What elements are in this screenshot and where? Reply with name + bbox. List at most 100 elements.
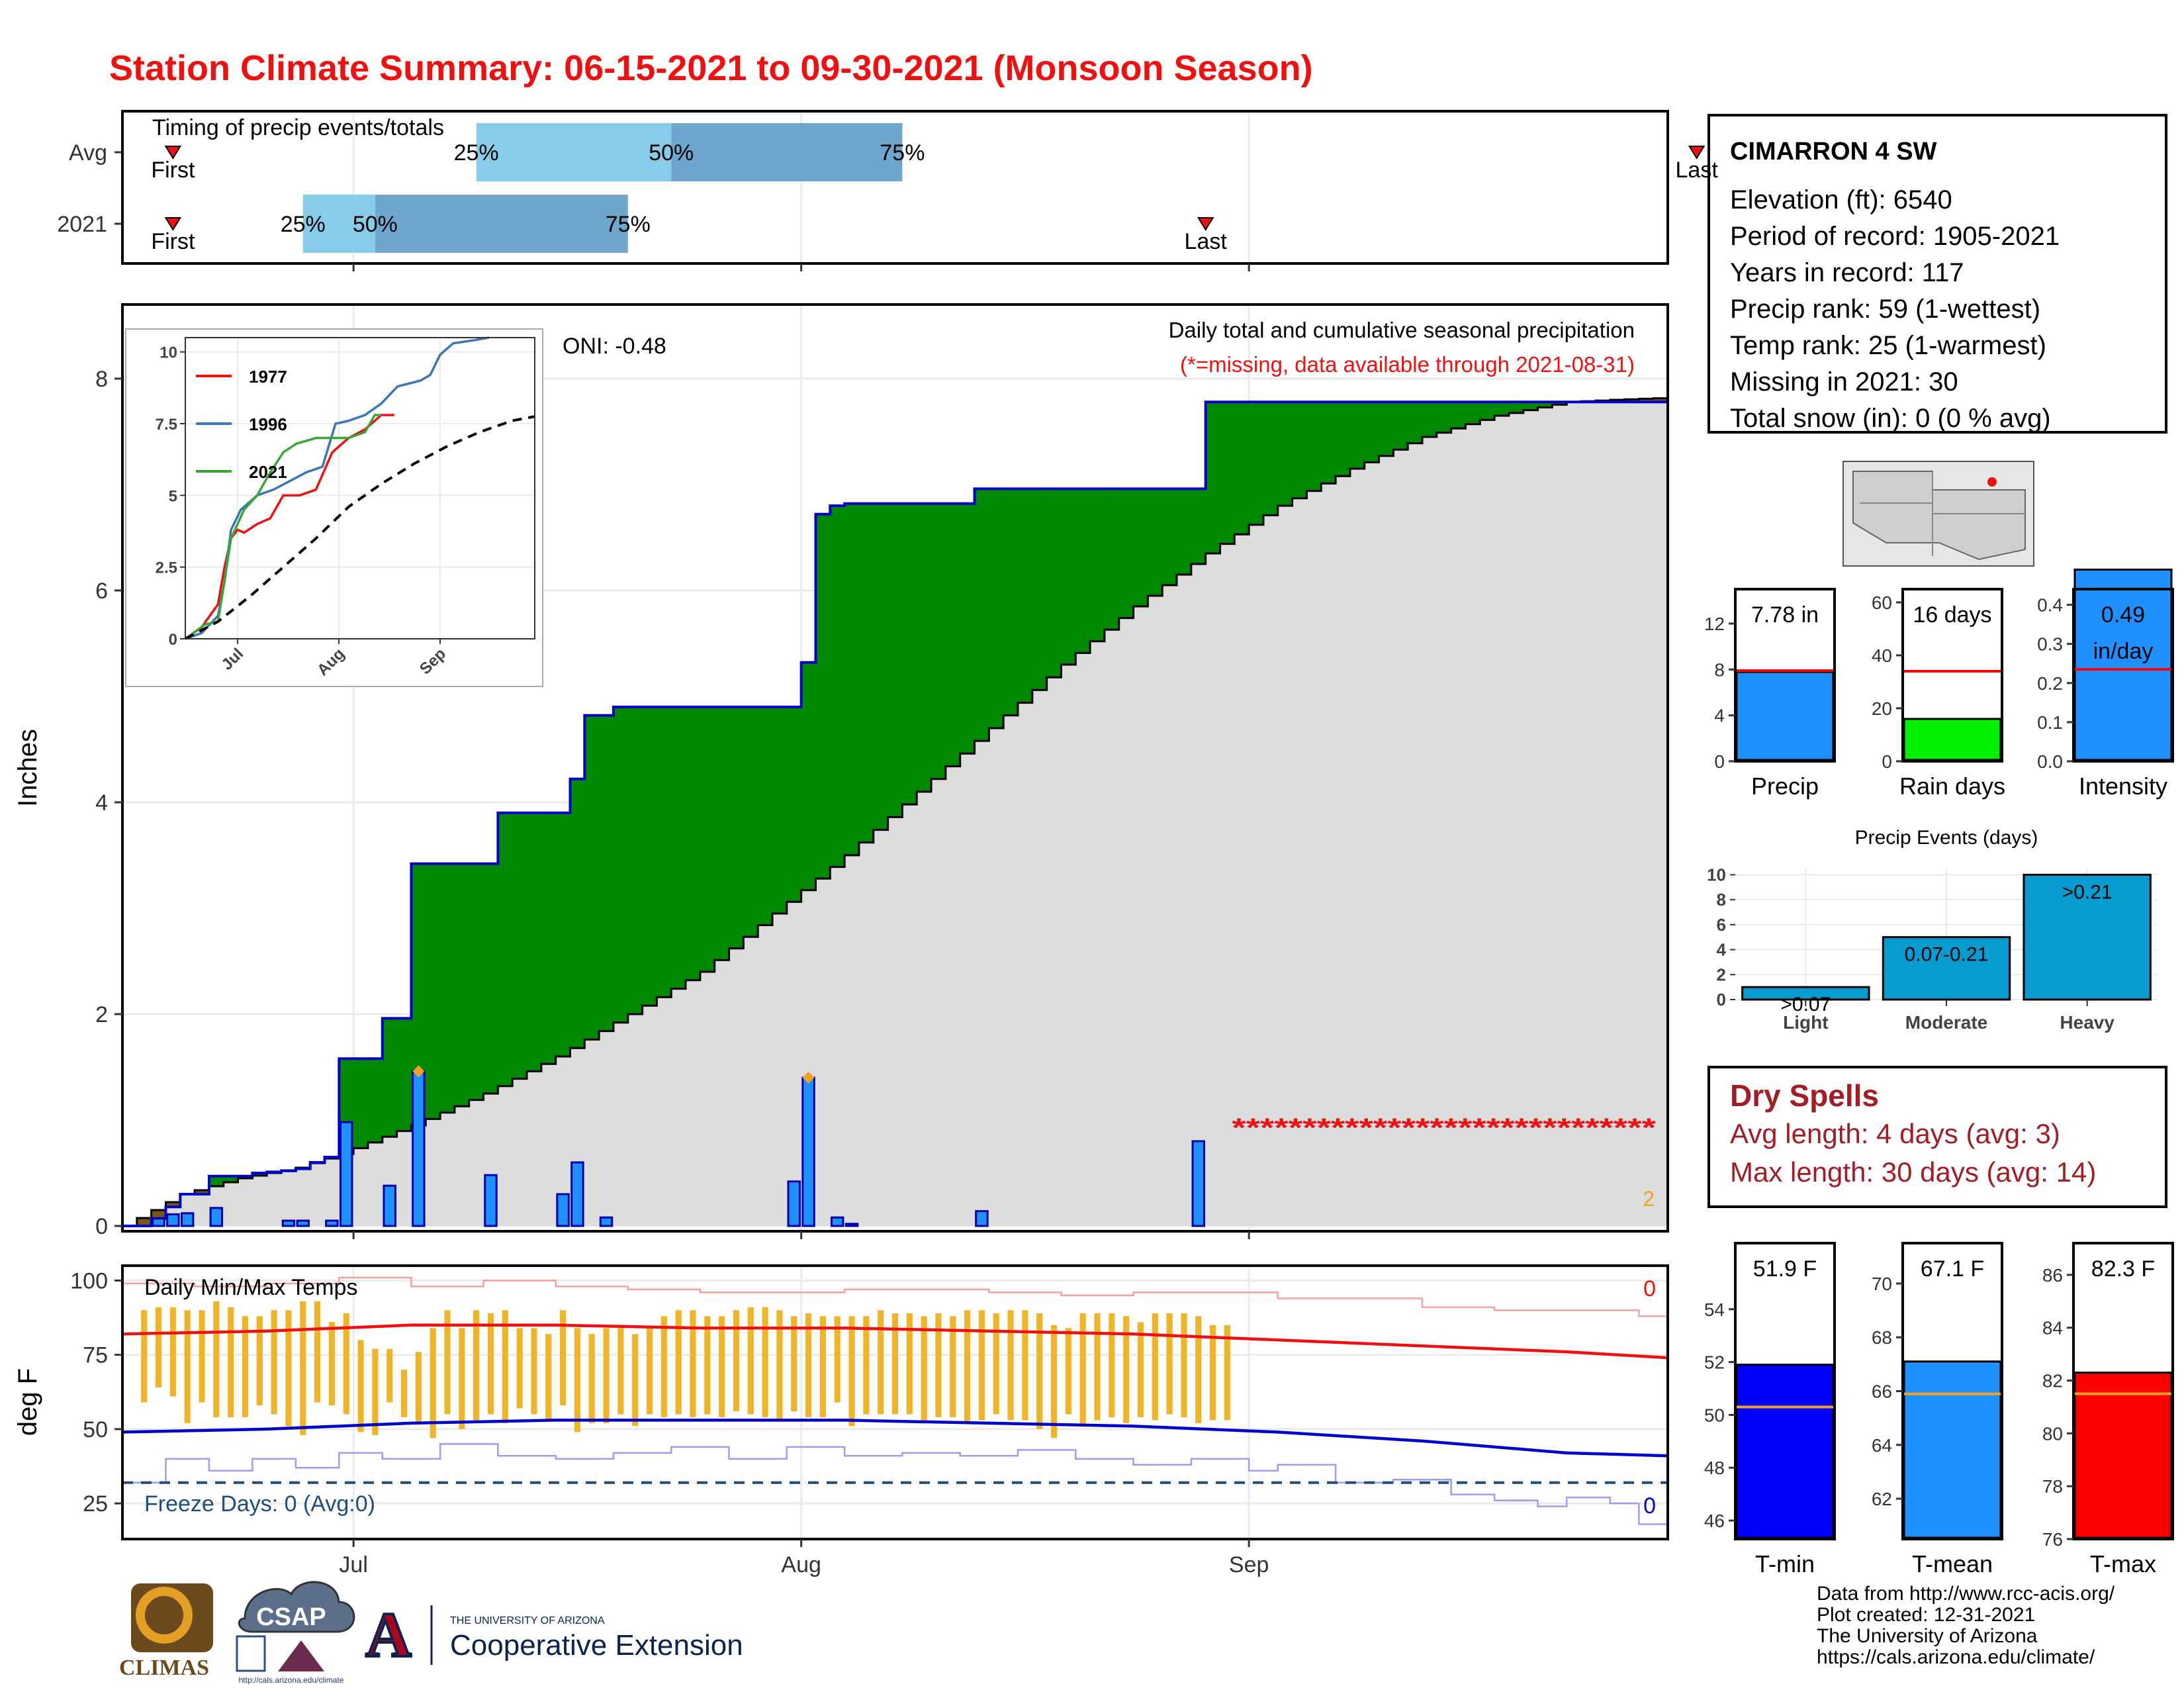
timing-event-marker — [164, 146, 182, 160]
events-category-label: Heavy — [2060, 1012, 2115, 1033]
events-category-label: Moderate — [1905, 1012, 1987, 1033]
precip-panel-title: Daily total and cumulative seasonal prec… — [1169, 318, 1635, 342]
precip-above-average-band — [1408, 402, 1423, 444]
daily-temp-range-bar — [950, 1316, 956, 1417]
timing-bar-q25-q50 — [302, 195, 375, 253]
events-ytick-label: 4 — [1717, 940, 1727, 960]
precip-above-average-band — [483, 863, 498, 1094]
daily-temp-range-bar — [1166, 1313, 1173, 1415]
mini-panel-border — [1734, 588, 1836, 763]
mini-panel-value-bar — [2073, 568, 2173, 761]
mini-panel-ytick-label: 50 — [1704, 1405, 1725, 1425]
daily-temp-range-bar — [1152, 1313, 1158, 1421]
daily-precip-bar — [383, 1184, 396, 1227]
mini-panel-ytick-label: 8 — [1714, 659, 1725, 680]
precip-above-average-band — [223, 1176, 239, 1182]
precip-above-average-band — [830, 506, 845, 867]
daily-precip-bar — [844, 1223, 859, 1227]
mini-panel-ytick-label: 0.4 — [2037, 595, 2063, 616]
daily-temp-range-bar — [228, 1307, 234, 1417]
precip-above-average-band — [1017, 489, 1033, 703]
mini-panel-ytick-label: 46 — [1704, 1511, 1725, 1531]
csap-mountain — [278, 1640, 324, 1671]
daily-temp-range-bar — [632, 1334, 639, 1427]
timing-row-label: Avg — [69, 140, 107, 165]
daily-temp-range-bar — [603, 1328, 610, 1423]
temp-ytick-label: 100 — [70, 1268, 108, 1293]
precip-above-average-band — [714, 707, 730, 961]
daily-temp-range-bar — [588, 1334, 595, 1423]
daily-temp-range-bar — [993, 1313, 999, 1415]
daily-temp-range-bar — [487, 1313, 494, 1415]
timing-percent-label: 25% — [454, 140, 499, 165]
daily-temp-range-bar — [719, 1316, 725, 1417]
daily-temp-range-bar — [387, 1348, 393, 1403]
precip-above-average-band — [1336, 402, 1351, 477]
daily-precip-bar — [152, 1217, 165, 1227]
mini-panel-ytick-label: 76 — [2042, 1529, 2063, 1550]
precip-average-area — [122, 398, 1668, 1226]
daily-temp-range-bar — [1109, 1313, 1115, 1417]
precip-above-average-band — [411, 863, 426, 1125]
freeze-days-label: Freeze Days: 0 (Avg:0) — [144, 1491, 375, 1517]
timing-event-marker — [164, 217, 182, 231]
mini-panel-ytick-label: 60 — [1872, 592, 1892, 613]
mini-panel-ytick-label: 66 — [1872, 1382, 1892, 1402]
daily-temp-range-bar — [1195, 1316, 1202, 1423]
daily-temp-range-bar — [964, 1310, 971, 1423]
daily-temp-range-bar — [819, 1316, 826, 1417]
precip-above-average-band — [454, 863, 470, 1107]
precip-above-average-band — [396, 1018, 412, 1131]
daily-temp-range-bar — [1036, 1313, 1043, 1429]
daily-temp-range-bar — [415, 1352, 422, 1423]
mini-panel-ytick-label: 64 — [1872, 1435, 1892, 1456]
precip-above-average-band — [786, 707, 802, 902]
timing-title: Timing of precip events/totals — [152, 115, 444, 140]
daily-temp-range-bar — [704, 1316, 711, 1415]
daily-temp-range-bar — [1123, 1316, 1130, 1423]
precip-above-average-band — [1364, 402, 1380, 463]
daily-precip-bar — [830, 1216, 844, 1227]
dry-spells-max: Max length: 30 days (avg: 14) — [1730, 1156, 2097, 1188]
temperature-summary-bars: 46 48 50 52 54 51.9 F T-min 62 64 66 68 70 67.1 F T-m… — [1704, 1242, 2174, 1577]
mini-panel-ytick-label: 48 — [1704, 1458, 1725, 1478]
csap-cloud — [238, 1581, 355, 1633]
mini-panel-value-label: 51.9 F — [1753, 1256, 1817, 1282]
precip-above-average-band — [613, 707, 629, 1023]
precip-above-average-band — [353, 1058, 369, 1149]
daily-temp-range-bar — [430, 1328, 436, 1438]
timing-bar-q25-q50 — [476, 123, 672, 181]
timing-panel-border — [121, 110, 1669, 265]
credit-plot-created: Plot created: 12-31-2021 — [1817, 1604, 2036, 1626]
average-max-temp-line — [122, 1323, 1668, 1360]
daily-precip-bar — [340, 1121, 353, 1227]
station-period: Period of record: 1905-2021 — [1730, 222, 2060, 251]
inset-background — [125, 328, 543, 687]
precip-above-average-band — [902, 503, 917, 805]
daily-temp-range-bar — [762, 1307, 768, 1417]
precip-above-average-band — [844, 503, 860, 855]
temp-panel-title: Daily Min/Max Temps — [144, 1275, 357, 1300]
mini-panel-value-bar — [1735, 1364, 1835, 1539]
precip-ylabel: Inches — [13, 729, 42, 807]
ua-logo-big-text: Cooperative Extension — [450, 1629, 743, 1662]
daily-precip-bar — [325, 1219, 339, 1227]
daily-temp-range-bar — [155, 1307, 162, 1388]
missing-data-marks: ****************************** — [1232, 1113, 1656, 1143]
precip-above-average-band — [440, 863, 455, 1113]
timing-percent-label: 75% — [606, 212, 651, 237]
daily-temp-range-bar — [747, 1307, 754, 1415]
credit-data-source: Data from http://www.rcc-acis.org/ — [1817, 1583, 2115, 1605]
precip-above-average-band — [1090, 489, 1105, 641]
precip-above-average-band — [686, 707, 701, 980]
events-bar — [2023, 873, 2152, 1001]
timing-event-label: Last — [1185, 229, 1228, 254]
station-precip-rank: Precip rank: 59 (1-wettest) — [1730, 295, 2041, 324]
timing-percent-label: 50% — [649, 140, 694, 165]
record-max-count: 0 — [1643, 1276, 1656, 1301]
events-bar-label: 0.07-0.21 — [1905, 944, 1989, 966]
station-snow: Total snow (in): 0 (0 % avg) — [1730, 404, 2051, 433]
precip-above-average-band — [931, 503, 946, 779]
precip-above-average-band — [1234, 402, 1250, 535]
